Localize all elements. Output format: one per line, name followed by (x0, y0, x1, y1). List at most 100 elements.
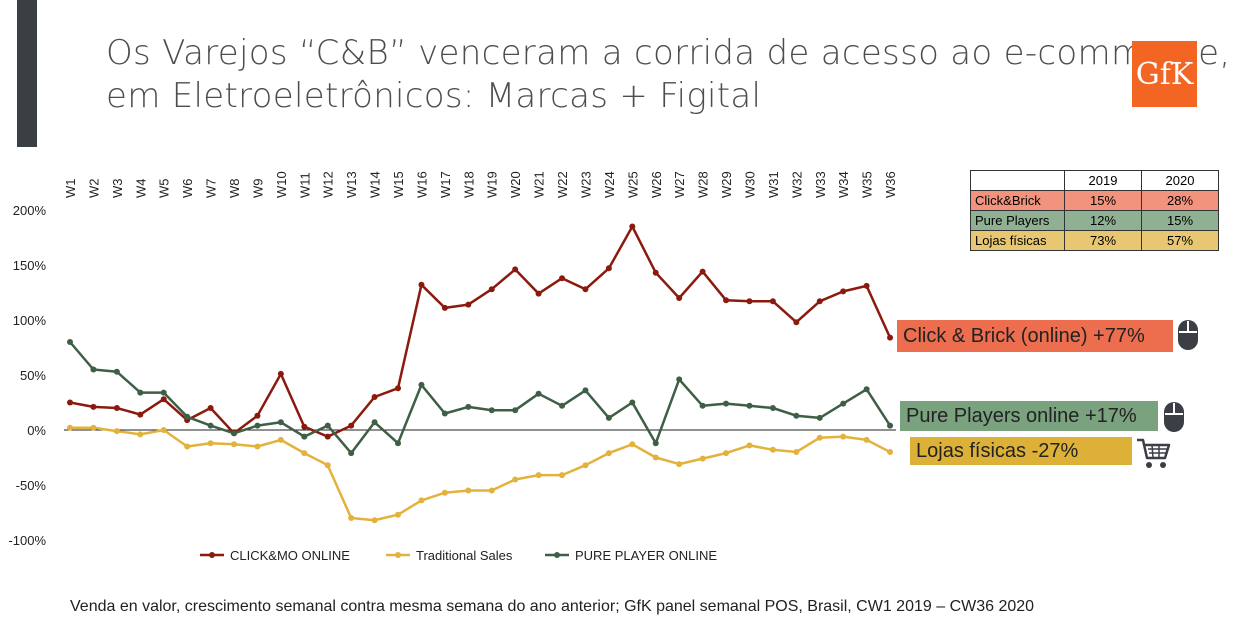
click-mo-series-line (69, 225, 892, 438)
traditional-sales-series-point (90, 424, 97, 431)
legend-swatch-marker (395, 552, 401, 558)
traditional-sales-series-point (582, 462, 589, 469)
traditional-sales-series-point (184, 443, 191, 450)
pure-player-series-point (887, 422, 894, 429)
click-mo-series-point (676, 295, 683, 301)
pure-player-series-point (535, 390, 542, 397)
click-mo-series-point (605, 265, 612, 272)
traditional-sales-series-point (793, 449, 800, 455)
traditional-sales-series-point (699, 455, 706, 462)
traditional-sales-series-point (395, 511, 402, 518)
pure-player-series-point (277, 419, 284, 426)
pure-player-series-point (605, 414, 612, 421)
click-mo-series-point (652, 269, 659, 276)
click-mo-series-point (699, 268, 706, 275)
pure-player-series-point (348, 450, 355, 457)
x-tick-label: W26 (649, 171, 664, 198)
click-mo-series-point (113, 405, 120, 411)
traditional-sales-series-point (512, 476, 519, 483)
accent-sidebar-bar (17, 0, 37, 147)
pure-player-series-point (67, 339, 73, 345)
traditional-sales-series-point (863, 436, 870, 443)
lojas-callout: Lojas físicas -27% (910, 437, 1132, 465)
table-row: Pure Players 12% 15% (970, 210, 1219, 231)
callout-label: Lojas físicas -27% (916, 439, 1079, 462)
x-tick-label: W8 (227, 178, 242, 198)
click-mo-series-point (465, 301, 472, 308)
click-mo-series-point (441, 304, 448, 311)
click-mo-series-point (535, 290, 542, 297)
table-row-label: Lojas físicas (970, 230, 1065, 251)
click-mo-series-point (207, 405, 214, 411)
traditional-sales-series-point (652, 454, 659, 461)
x-tick-label: W33 (813, 171, 828, 198)
traditional-sales-series-point (418, 497, 425, 504)
traditional-sales-series-point (277, 436, 284, 443)
pure-player-series-point (324, 422, 331, 429)
x-tick-label: W24 (602, 171, 617, 198)
traditional-sales-series-point (207, 440, 214, 447)
table-cell: 73% (1064, 230, 1142, 251)
legend-label: Traditional Sales (416, 548, 513, 563)
shopping-cart-icon (1135, 436, 1171, 475)
pure-player-series-point (371, 419, 378, 426)
table-header-row: 2019 2020 (970, 170, 1219, 191)
pure-player-series-point (441, 410, 448, 417)
traditional-sales-series-point (535, 472, 542, 479)
pure-player-series-point (582, 387, 589, 394)
click-mo-series-point (629, 223, 636, 230)
y-tick-label: 0% (27, 423, 46, 438)
x-tick-label: W12 (321, 171, 336, 198)
table-cell: 28% (1141, 190, 1219, 211)
x-tick-label: W16 (414, 171, 429, 198)
click-mo-series-point (887, 334, 894, 341)
line-chart: 200% 150% 100% 50% 0% -50% -100% W1 W2 W3 W4 W5 W6 W7… (8, 171, 898, 563)
x-tick-label: W34 (836, 171, 851, 198)
table-cell: 57% (1141, 230, 1219, 251)
x-tick-label: W29 (719, 171, 734, 198)
x-tick-label: W17 (438, 171, 453, 198)
traditional-sales-series-point (746, 442, 753, 449)
table-header-2020: 2020 (1141, 170, 1219, 191)
traditional-sales-series-point (465, 487, 472, 494)
traditional-sales-series-point (113, 428, 120, 435)
traditional-sales-series-point (887, 449, 894, 455)
x-tick-label: W9 (250, 179, 265, 199)
pure-player-series-point (769, 405, 776, 411)
pure-player-series-point (512, 407, 519, 414)
legend-swatch-marker (554, 552, 560, 558)
traditional-sales-series-point (769, 446, 776, 453)
traditional-sales-series-point (816, 434, 823, 441)
x-tick-label: W13 (344, 171, 359, 198)
legend-label: PURE PLAYER ONLINE (575, 548, 717, 563)
x-tick-label: W15 (391, 171, 406, 198)
x-tick-label: W30 (742, 171, 757, 198)
title-line-1: Os Varejos “C&B” venceram a corrida de a… (106, 33, 1231, 73)
traditional-sales-series-line (70, 426, 891, 522)
traditional-sales-series-point (441, 489, 448, 496)
pure-player-series-point (301, 433, 308, 440)
traditional-sales-series-point (324, 462, 331, 469)
click-mo-series-point (418, 281, 425, 288)
traditional-sales-series-point (488, 487, 495, 494)
x-tick-label: W2 (86, 179, 101, 199)
click-mo-series-point (582, 286, 589, 293)
click-mo-series-point (90, 403, 97, 410)
x-tick-label: W14 (368, 171, 383, 198)
traditional-sales-series-point (137, 431, 144, 438)
channel-share-table: 2019 2020 Click&Brick 15% 28% Pure Playe… (970, 170, 1219, 251)
click-mo-series-point (254, 412, 261, 419)
pure-player-series-point (254, 422, 261, 429)
x-tick-label: W18 (461, 171, 476, 198)
click-mo-series-point (137, 411, 144, 418)
pure-player-series-point (231, 430, 238, 437)
x-tick-label: W31 (766, 171, 781, 198)
pure-player-series-point (746, 402, 753, 409)
click-mo-series-point (488, 286, 495, 293)
pure-players-callout: Pure Players online +17% (900, 401, 1158, 431)
y-tick-label: -50% (16, 478, 47, 493)
traditional-sales-series-point (840, 433, 847, 440)
x-tick-label: W6 (180, 179, 195, 199)
pure-player-series-point (113, 368, 120, 375)
table-cell: 15% (1064, 190, 1142, 211)
